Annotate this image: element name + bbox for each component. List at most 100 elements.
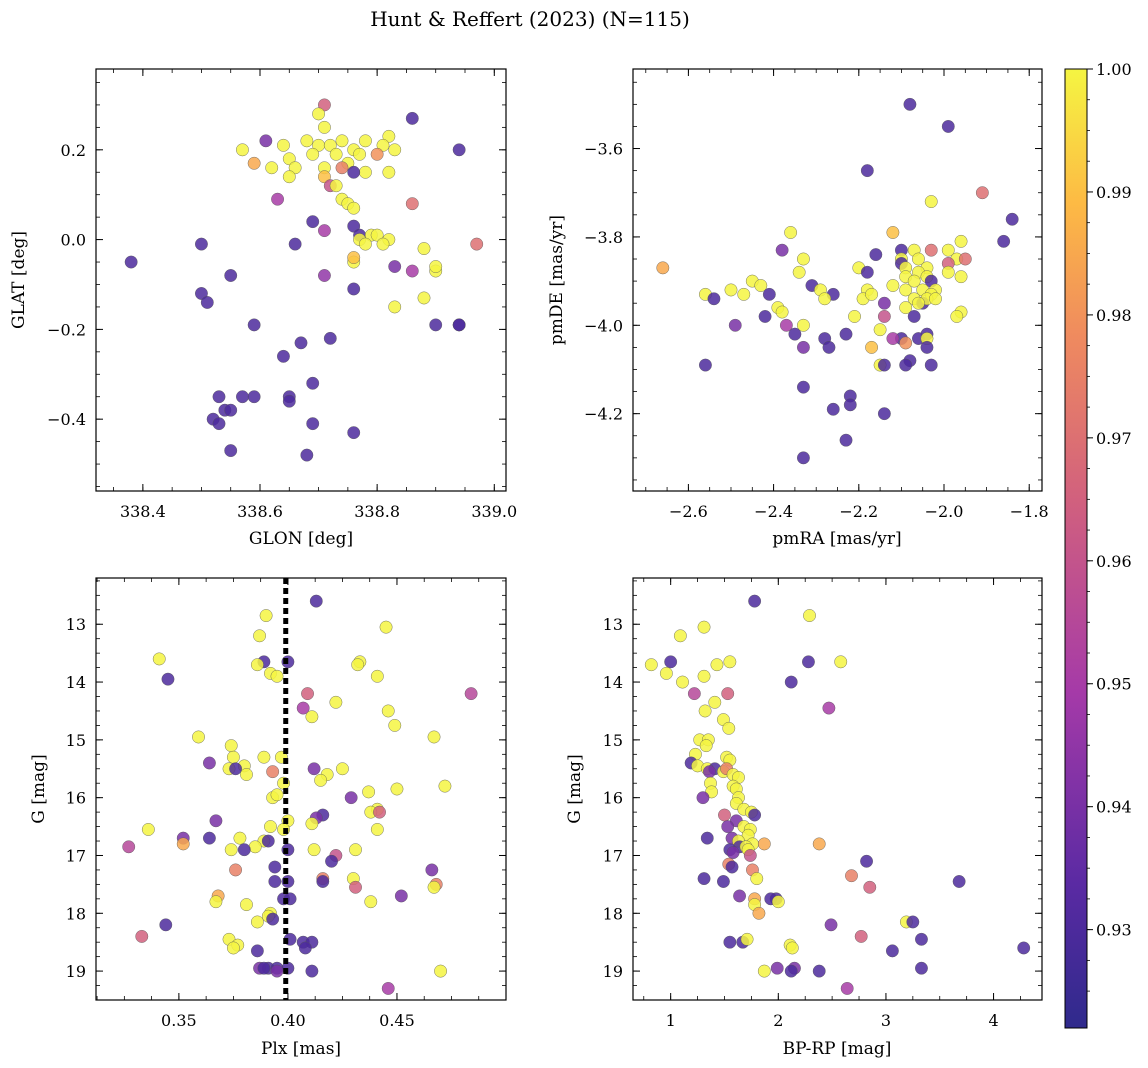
scatter-point xyxy=(912,296,925,310)
scatter-point xyxy=(270,669,284,683)
scatter-point xyxy=(886,279,900,292)
scatter-point xyxy=(863,880,877,894)
scatter-point xyxy=(788,327,802,341)
scatter-point xyxy=(335,134,349,148)
scatter-point xyxy=(229,762,242,776)
colorbar-tick-label: 1.00 xyxy=(1096,60,1132,79)
scatter-point xyxy=(306,417,320,431)
scatter-point xyxy=(707,292,721,306)
scatter-point xyxy=(370,669,384,683)
scatter-point xyxy=(975,186,989,200)
scatter-point xyxy=(388,143,402,157)
scatter-point xyxy=(899,358,913,372)
scatter-point xyxy=(381,704,395,718)
scatter-point xyxy=(906,915,920,929)
scatter-point xyxy=(224,403,238,417)
scatter-point xyxy=(301,687,314,701)
scatter-point xyxy=(748,594,762,608)
scatter-point xyxy=(141,823,155,836)
scatter-point xyxy=(362,785,376,799)
x-tick-label: 0.40 xyxy=(270,1011,306,1030)
scatter-point xyxy=(812,964,826,978)
scatter-point xyxy=(754,279,768,292)
scatter-point xyxy=(325,854,338,868)
scatter-point xyxy=(784,675,798,689)
y-tick-label: 13 xyxy=(66,615,86,634)
scatter-point xyxy=(347,219,361,233)
scatter-point xyxy=(359,237,372,251)
scatter-point xyxy=(854,930,868,943)
scatter-point xyxy=(907,274,921,288)
scatter-point xyxy=(135,930,149,943)
scatter-point xyxy=(248,840,262,854)
y-tick-label: −0.4 xyxy=(47,410,86,429)
y-tick-label: −3.6 xyxy=(584,140,623,159)
scatter-point xyxy=(394,889,408,903)
scatter-point xyxy=(257,961,271,975)
scatter-point xyxy=(941,120,955,133)
scatter-point xyxy=(818,292,832,306)
scatter-point xyxy=(226,750,240,764)
x-tick-label: −2.0 xyxy=(925,502,964,521)
scatter-point xyxy=(886,226,900,239)
x-tick-label: 4 xyxy=(988,1011,998,1030)
scatter-point xyxy=(265,161,279,175)
scatter-point xyxy=(318,224,331,238)
scatter-points xyxy=(124,98,484,462)
x-tick-label: 338.8 xyxy=(354,502,400,521)
scatter-point xyxy=(417,242,431,255)
scatter-point xyxy=(885,944,899,958)
scatter-point xyxy=(336,762,349,776)
y-tick-label: −0.2 xyxy=(47,320,86,339)
plot-frame xyxy=(632,68,1043,492)
scatter-point xyxy=(697,872,711,886)
scatter-point xyxy=(743,849,757,862)
scatter-point xyxy=(347,251,361,264)
scatter-point xyxy=(762,287,776,301)
scatter-point xyxy=(405,111,419,125)
y-axis-label: G [mag] xyxy=(29,754,49,823)
x-tick-label: −2.2 xyxy=(839,502,878,521)
scatter-point xyxy=(700,831,714,845)
scatter-point xyxy=(464,687,478,701)
colorbar-tick-label: 0.97 xyxy=(1096,429,1132,448)
scatter-point xyxy=(306,376,320,390)
scatter-point xyxy=(370,147,384,161)
scatter-point xyxy=(717,875,730,888)
panel-glon-glat: 338.4 338.6 338.8 339.0 0.2 0.0 −0.2 −0.4 GLON … xyxy=(9,68,517,549)
scatter-point xyxy=(376,138,390,152)
scatter-point xyxy=(757,964,771,978)
scatter-point xyxy=(351,658,365,672)
scatter-point xyxy=(899,283,913,297)
scatter-point xyxy=(699,739,713,753)
scatter-point xyxy=(724,283,738,297)
axis-ticks: −2.6 −2.4 −2.2 −2.0 −1.8 −3.6 −3.8 −4.0 −4.2 xyxy=(584,69,1049,521)
scatter-point xyxy=(664,655,678,669)
scatter-point xyxy=(429,260,443,273)
y-tick-label: 18 xyxy=(66,904,86,923)
scatter-point xyxy=(298,941,312,955)
scatter-point xyxy=(699,358,712,372)
scatter-point xyxy=(826,402,840,416)
scatter-point xyxy=(376,237,390,251)
colorbar-tick-label: 0.93 xyxy=(1096,921,1132,940)
scatter-point xyxy=(318,98,331,112)
scatter-point xyxy=(270,788,284,802)
scatter-point xyxy=(359,165,372,179)
scatter-point xyxy=(388,719,402,732)
scatter-point xyxy=(382,165,396,179)
scatter-point xyxy=(740,932,754,946)
scatter-point xyxy=(370,228,384,242)
scatter-point xyxy=(696,791,710,805)
y-tick-label: 13 xyxy=(603,615,623,634)
x-tick-label: 0.35 xyxy=(161,1011,197,1030)
scatter-point xyxy=(725,860,739,874)
x-tick-label: 2 xyxy=(773,1011,783,1030)
scatter-point xyxy=(860,854,873,868)
scatter-point xyxy=(268,875,282,888)
scatter-point xyxy=(307,843,321,857)
scatter-point xyxy=(318,120,331,134)
scatter-point xyxy=(203,756,216,770)
scatter-point xyxy=(726,846,740,859)
scatter-point xyxy=(359,134,372,148)
